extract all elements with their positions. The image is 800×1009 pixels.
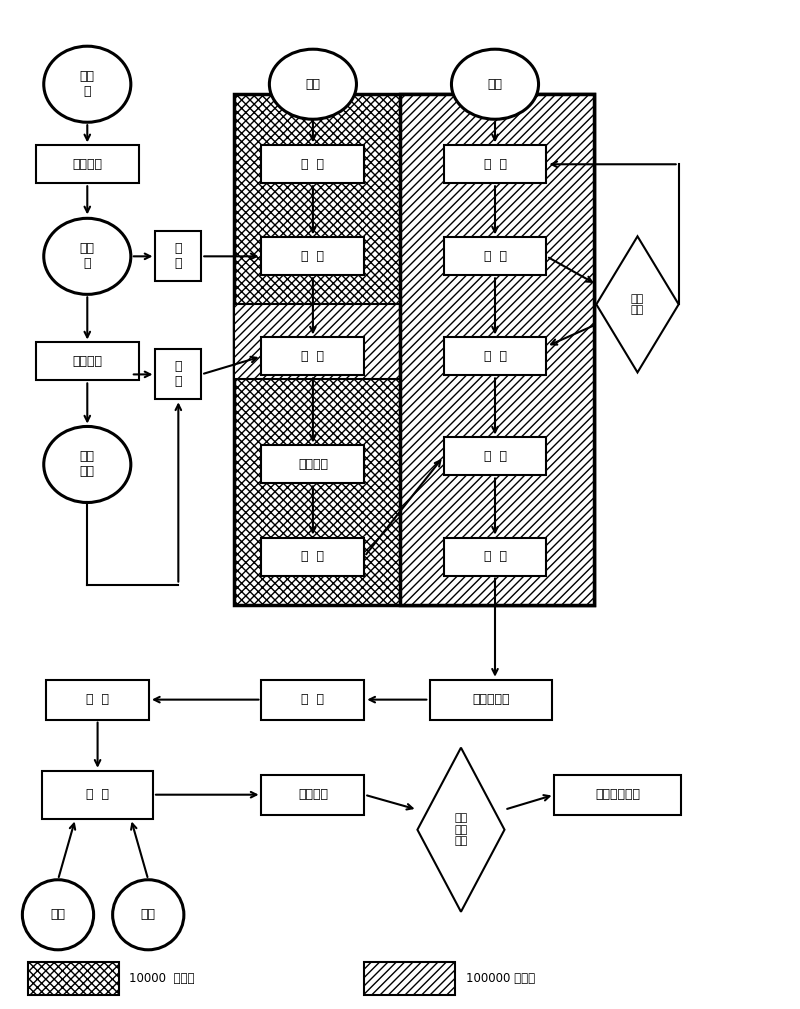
- FancyBboxPatch shape: [42, 771, 153, 818]
- FancyBboxPatch shape: [36, 342, 138, 380]
- Text: 10000  级区域: 10000 级区域: [130, 973, 194, 986]
- Ellipse shape: [22, 880, 94, 949]
- Text: 单盒: 单盒: [50, 908, 66, 921]
- Text: 饮用
水: 饮用 水: [80, 71, 94, 98]
- FancyBboxPatch shape: [400, 94, 594, 604]
- Text: 冷  却: 冷 却: [302, 550, 325, 563]
- FancyBboxPatch shape: [443, 538, 546, 575]
- Text: 安瓿: 安瓿: [306, 78, 321, 91]
- FancyBboxPatch shape: [262, 445, 364, 483]
- FancyBboxPatch shape: [46, 680, 149, 719]
- Ellipse shape: [451, 49, 538, 119]
- FancyBboxPatch shape: [28, 962, 119, 995]
- Text: 原料: 原料: [487, 78, 502, 91]
- Text: 粗  滤: 粗 滤: [483, 250, 506, 262]
- Polygon shape: [418, 748, 505, 912]
- Ellipse shape: [270, 49, 357, 119]
- FancyBboxPatch shape: [430, 680, 552, 719]
- Text: 入库待验: 入库待验: [298, 788, 328, 801]
- FancyBboxPatch shape: [443, 337, 546, 375]
- FancyBboxPatch shape: [234, 305, 400, 379]
- Text: 纯化
水: 纯化 水: [80, 242, 94, 270]
- Text: 配  制: 配 制: [483, 157, 506, 171]
- Text: 理  瓶: 理 瓶: [302, 157, 325, 171]
- FancyBboxPatch shape: [155, 349, 202, 400]
- Text: 合格成品出厂: 合格成品出厂: [595, 788, 640, 801]
- Text: 单箱: 单箱: [141, 908, 156, 921]
- FancyBboxPatch shape: [554, 775, 681, 814]
- Text: 粗  洗: 粗 洗: [302, 250, 325, 262]
- Ellipse shape: [113, 880, 184, 949]
- Text: 灌  装: 灌 装: [483, 450, 506, 463]
- Ellipse shape: [44, 46, 131, 122]
- FancyBboxPatch shape: [262, 237, 364, 275]
- Ellipse shape: [44, 427, 131, 502]
- Text: 灭菌、检漏: 灭菌、检漏: [472, 693, 510, 706]
- Text: 过
滤: 过 滤: [174, 242, 182, 270]
- Text: 多效蒸馏: 多效蒸馏: [72, 355, 102, 368]
- FancyBboxPatch shape: [36, 145, 138, 184]
- Text: 全项
检验
合格: 全项 检验 合格: [454, 813, 467, 847]
- FancyBboxPatch shape: [443, 237, 546, 275]
- Text: 封  口: 封 口: [483, 550, 506, 563]
- FancyBboxPatch shape: [443, 438, 546, 475]
- FancyBboxPatch shape: [262, 538, 364, 575]
- FancyBboxPatch shape: [262, 337, 364, 375]
- Text: 包  装: 包 装: [86, 788, 109, 801]
- FancyBboxPatch shape: [364, 962, 455, 995]
- Ellipse shape: [44, 218, 131, 295]
- FancyBboxPatch shape: [155, 231, 202, 282]
- Polygon shape: [596, 236, 678, 372]
- FancyBboxPatch shape: [262, 775, 364, 814]
- Text: 注射
用水: 注射 用水: [80, 450, 94, 478]
- FancyBboxPatch shape: [262, 680, 364, 719]
- Text: 灯  检: 灯 检: [302, 693, 325, 706]
- FancyBboxPatch shape: [234, 94, 594, 604]
- Text: 精  滤: 精 滤: [483, 350, 506, 363]
- Text: 检验
合格: 检验 合格: [631, 294, 644, 315]
- FancyBboxPatch shape: [262, 145, 364, 184]
- Text: 离子交换: 离子交换: [72, 157, 102, 171]
- Text: 过
滤: 过 滤: [174, 360, 182, 388]
- FancyBboxPatch shape: [443, 145, 546, 184]
- Text: 印  字: 印 字: [86, 693, 109, 706]
- Text: 100000 级区域: 100000 级区域: [466, 973, 535, 986]
- Text: 干燥灭菌: 干燥灭菌: [298, 458, 328, 471]
- Text: 精  洗: 精 洗: [302, 350, 325, 363]
